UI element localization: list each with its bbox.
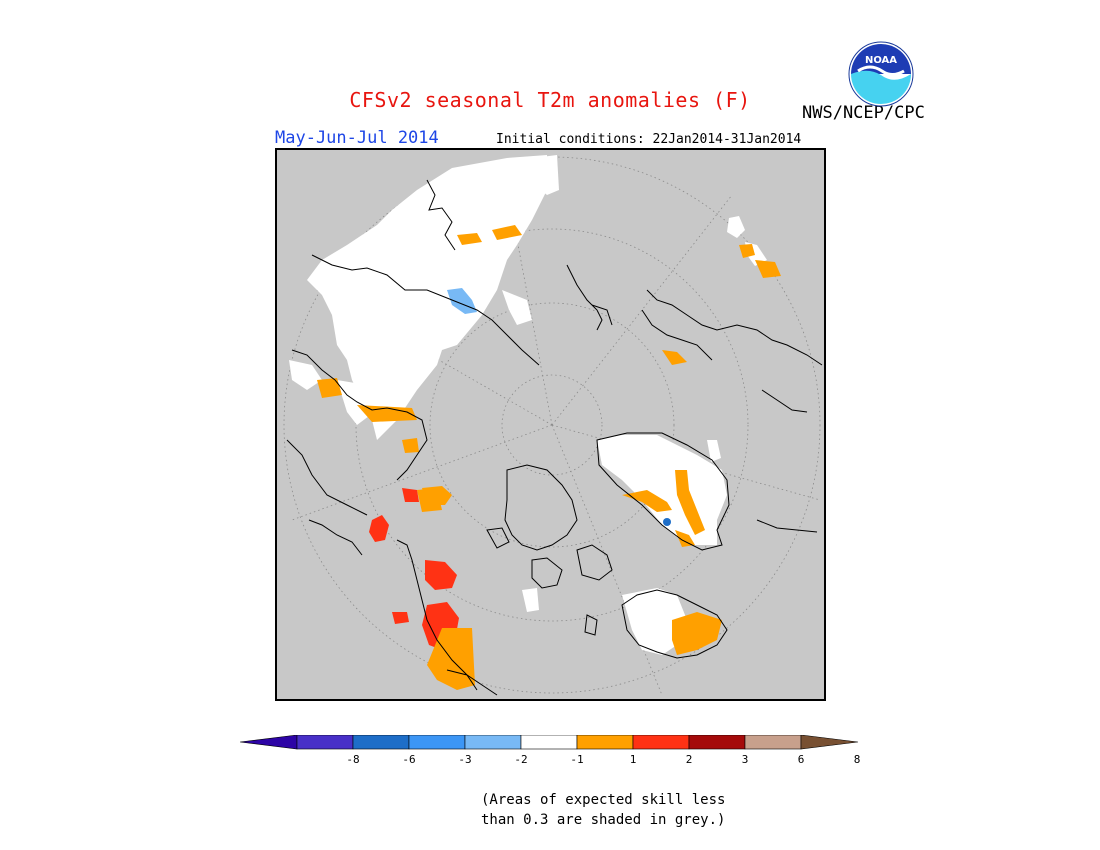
- colorbar-box: [520, 735, 578, 750]
- anomaly-western-europe: [522, 588, 722, 655]
- footnote-line2: than 0.3 are shaded in grey.): [481, 812, 726, 828]
- initial-conditions: Initial conditions: 22Jan2014-31Jan2014: [496, 132, 802, 147]
- colorbar-tick-label: 2: [685, 753, 693, 766]
- agency-label: NWS/NCEP/CPC: [802, 103, 925, 123]
- colorbar-tick-label: -6: [402, 753, 416, 766]
- colorbar-box: [744, 735, 802, 750]
- latitude-circles: [283, 156, 821, 694]
- anomaly-white-siberia: [289, 155, 559, 440]
- anomaly-orange-east-asia: [662, 244, 781, 365]
- footnote-line1: (Areas of expected skill less: [481, 792, 726, 808]
- colorbar-box: [632, 735, 690, 750]
- colorbar-box: [352, 735, 410, 750]
- colorbar-right-arrow: [800, 735, 859, 750]
- colorbar-tick-label: -2: [514, 753, 528, 766]
- colorbar-tick-label: 1: [629, 753, 637, 766]
- noaa-logo: NOAA: [848, 41, 914, 107]
- colorbar: [240, 735, 859, 750]
- colorbar-box: [408, 735, 466, 750]
- colorbar-tick-label: 3: [741, 753, 749, 766]
- colorbar-tick-label: -8: [346, 753, 360, 766]
- colorbar-tick-label: -1: [570, 753, 584, 766]
- colorbar-box: [296, 735, 354, 750]
- colorbar-tick-label: 8: [853, 753, 861, 766]
- colorbar-tick-label: -3: [458, 753, 472, 766]
- colorbar-box: [464, 735, 522, 750]
- polar-anomaly-map: [275, 148, 826, 701]
- map-title: CFSv2 seasonal T2m anomalies (F): [349, 88, 751, 112]
- forecast-period: May-Jun-Jul 2014: [275, 128, 439, 148]
- colorbar-box: [576, 735, 634, 750]
- anomaly-north-america: [369, 486, 475, 690]
- colorbar-box: [688, 735, 746, 750]
- coastlines: [286, 179, 823, 696]
- colorbar-left-arrow: [240, 735, 298, 750]
- anomaly-greenland: [597, 435, 727, 547]
- colorbar-tick-label: 6: [797, 753, 805, 766]
- noaa-logo-text: NOAA: [865, 55, 897, 66]
